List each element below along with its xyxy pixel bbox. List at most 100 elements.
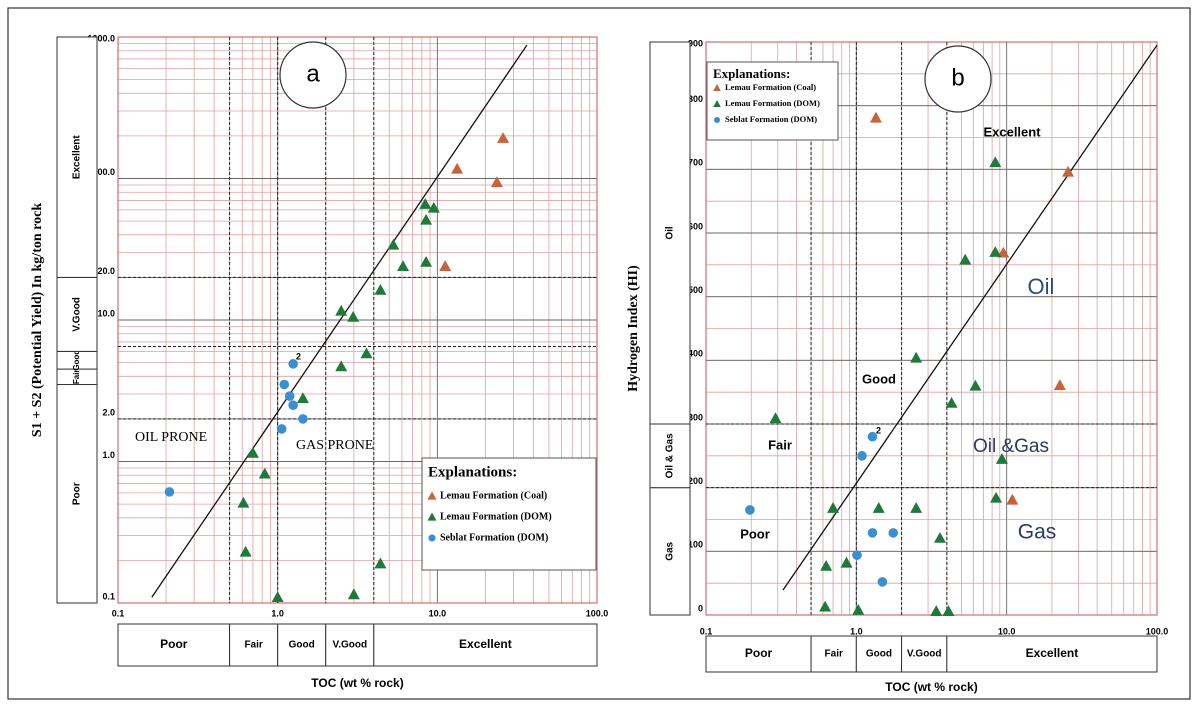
x-class-box — [373, 623, 598, 667]
data-point — [347, 588, 360, 600]
data-point — [374, 557, 387, 569]
data-point — [1006, 493, 1019, 505]
panel-label: b — [951, 64, 964, 91]
y-tick-label: 300 — [688, 412, 703, 422]
x-tick-label: 0.1 — [700, 626, 713, 636]
y-class-label: Excellent — [72, 135, 83, 180]
data-point — [427, 201, 440, 213]
data-point — [910, 502, 923, 513]
annotation: 2 — [296, 351, 301, 361]
legend-marker — [713, 84, 721, 92]
data-point — [397, 260, 410, 272]
y-class-box — [56, 384, 98, 604]
data-point — [374, 283, 387, 295]
data-point — [945, 396, 958, 408]
data-point — [969, 379, 982, 391]
legend-label: Lemau Formation (Coal) — [725, 82, 816, 92]
data-point — [989, 246, 1002, 257]
data-point — [420, 255, 433, 267]
y-axis-label: Hydrogen Index (HI) — [626, 265, 641, 392]
data-point — [439, 260, 452, 272]
data-point — [930, 605, 943, 616]
y-class-label: Oil — [665, 226, 676, 240]
data-point — [910, 351, 923, 363]
x-class-label: V.Good — [907, 649, 942, 660]
x-tick-label: 0.1 — [112, 608, 125, 618]
data-point — [387, 238, 400, 250]
x-tick-label: 10.0 — [998, 626, 1016, 636]
y-class-box — [56, 36, 98, 278]
panel-label: a — [306, 60, 320, 87]
x-class-label: Fair — [244, 640, 262, 651]
legend-marker — [713, 116, 721, 124]
x-class-label: Poor — [745, 646, 773, 660]
x-class-box — [325, 623, 375, 667]
legend-label: Seblat Formation (DOM) — [440, 532, 548, 543]
y-tick-label: 100.0 — [92, 167, 115, 177]
y-tick-label: 2.0 — [102, 407, 115, 417]
annotation: Excellent — [983, 124, 1041, 139]
annotation: Good — [862, 371, 896, 386]
data-point — [942, 605, 955, 616]
data-point — [239, 545, 252, 557]
legend-box — [706, 61, 839, 141]
annotation: Fair — [768, 437, 792, 452]
data-point — [451, 162, 464, 174]
figure-frame — [7, 7, 1191, 700]
plot-frame — [117, 36, 598, 604]
data-point — [857, 451, 867, 461]
legend-label: Lemau Formation (Coal) — [440, 490, 547, 501]
data-point — [869, 111, 882, 123]
x-tick-label: 1.0 — [271, 608, 284, 618]
annotation: OIL PRONE — [135, 430, 207, 445]
data-point — [296, 392, 309, 404]
data-point — [298, 414, 308, 424]
panel-circle — [924, 45, 992, 113]
y-tick-label: 500 — [688, 285, 703, 295]
data-point — [867, 431, 878, 442]
y-class-label: Fair — [72, 369, 81, 384]
data-point — [933, 531, 946, 543]
data-point — [852, 603, 865, 615]
legend-marker — [427, 512, 437, 521]
y-tick-label: 1000.0 — [87, 33, 115, 43]
x-class-box — [277, 623, 327, 667]
x-class-label: V.Good — [332, 640, 367, 651]
x-class-label: Fair — [825, 649, 843, 660]
data-point — [1062, 165, 1075, 177]
panel-circle — [279, 41, 347, 109]
x-class-box — [901, 635, 948, 673]
data-point — [989, 156, 1002, 168]
x-class-label: Excellent — [1026, 646, 1079, 660]
data-point — [347, 311, 360, 322]
y-class-box — [649, 41, 691, 425]
legend-box — [421, 457, 597, 571]
y-axis-label: S1 + S2 (Potential Yield) In kg/ton rock — [30, 203, 45, 437]
data-point — [852, 550, 862, 560]
x-axis-label: TOC (wt % rock) — [311, 676, 403, 690]
y-class-label: Oil & Gas — [665, 433, 676, 478]
y-tick-label: 20.0 — [97, 266, 115, 276]
x-class-label: Excellent — [459, 637, 512, 651]
x-class-label: Poor — [160, 637, 188, 651]
legend-label: Seblat Formation (DOM) — [725, 114, 817, 124]
y-tick-label: 600 — [688, 221, 703, 231]
data-point — [271, 591, 284, 602]
y-class-box — [649, 423, 691, 489]
legend-marker — [427, 491, 437, 500]
x-class-box — [810, 635, 857, 673]
y-class-label: Poor — [72, 482, 83, 505]
data-point — [360, 347, 373, 359]
data-point — [490, 176, 503, 188]
x-class-box — [229, 623, 279, 667]
x-class-box — [946, 635, 1158, 673]
annotation: Oil — [1028, 274, 1055, 299]
data-point — [997, 246, 1010, 258]
data-point — [990, 491, 1003, 503]
y-tick-label: 10.0 — [97, 308, 115, 318]
annotation: 2 — [876, 425, 881, 435]
legend-label: Lemau Formation (DOM) — [440, 511, 552, 522]
annotation: GAS PRONE — [296, 438, 373, 453]
data-point — [237, 496, 250, 508]
